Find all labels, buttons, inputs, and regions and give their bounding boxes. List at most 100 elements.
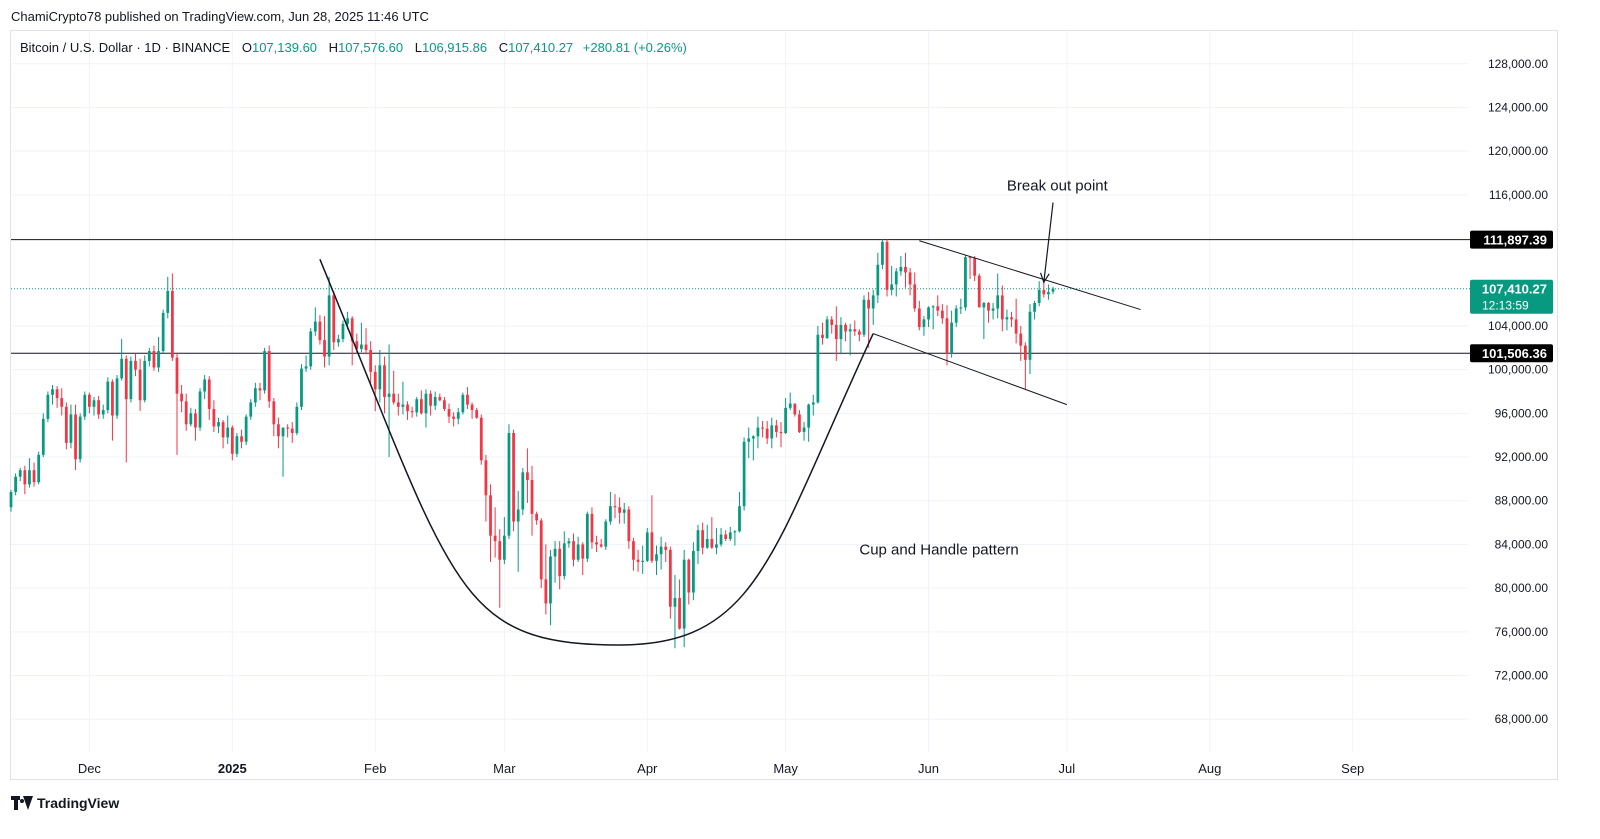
candle-body	[203, 379, 207, 392]
candle-body	[613, 506, 617, 508]
candle-body	[74, 414, 77, 460]
grid-lines	[11, 31, 1468, 752]
time-tick-label: Mar	[493, 761, 516, 776]
candle-body	[830, 319, 834, 325]
candle-body	[839, 324, 843, 340]
time-axis: Dec 2025 Feb Mar Apr May Jun Jul Aug Sep	[78, 761, 1364, 776]
price-level-text: 101,506.36	[1482, 346, 1547, 361]
candle-body	[300, 368, 303, 407]
price-tick-label: 116,000.00	[1489, 188, 1548, 202]
candle-body	[770, 425, 774, 439]
candle-body	[899, 266, 903, 272]
candle-body	[908, 272, 912, 285]
candle-body	[558, 548, 562, 577]
candle-body	[406, 404, 409, 412]
candle-body	[387, 393, 391, 397]
candle-body	[92, 400, 96, 407]
trend-line	[919, 240, 1141, 311]
candle-body	[567, 541, 571, 544]
candle-body	[60, 398, 64, 407]
candle-body	[738, 506, 741, 532]
candle-body	[705, 538, 709, 548]
candle-body	[622, 509, 626, 513]
candle-body	[848, 329, 852, 332]
candle-body	[318, 321, 322, 341]
candle-body	[539, 520, 543, 580]
candle-body	[466, 394, 469, 405]
candle-body	[355, 341, 359, 349]
candle-body	[645, 532, 649, 561]
candle-body	[576, 544, 580, 560]
candle-body	[64, 406, 68, 443]
candle-body	[221, 422, 225, 438]
price-tick-label: 76,000.00	[1495, 625, 1549, 639]
candle-body	[429, 393, 432, 406]
annotations-layer: Break out point Cup and Handle pattern	[859, 177, 1108, 558]
candle-body	[1047, 292, 1050, 295]
candle-body	[788, 403, 792, 408]
tradingview-footer[interactable]: TradingView	[11, 795, 119, 811]
price-level-badge	[1470, 344, 1553, 363]
candle-body	[175, 357, 179, 394]
candle-body	[987, 303, 990, 311]
time-tick-label: Jul	[1059, 761, 1076, 776]
candle-body	[1000, 295, 1004, 320]
cup-handle-annotation: Cup and Handle pattern	[859, 541, 1018, 558]
candle-body	[604, 521, 608, 547]
candle-body	[32, 470, 36, 483]
candle-body	[78, 416, 82, 460]
candle-body	[931, 306, 935, 308]
candle-body	[336, 339, 340, 343]
time-tick-label: Sep	[1341, 761, 1364, 776]
time-tick-label: Aug	[1198, 761, 1221, 776]
candle-body	[226, 427, 230, 438]
time-tick-label: Feb	[364, 761, 386, 776]
candle-body	[876, 264, 880, 296]
candle-body	[821, 334, 824, 338]
candle-body	[447, 408, 451, 417]
candle-body	[290, 428, 294, 434]
candle-body	[184, 401, 188, 425]
candle-body	[253, 388, 257, 403]
candle-body	[1028, 311, 1032, 360]
tradingview-logo-icon	[11, 796, 33, 810]
candle-body	[143, 360, 147, 401]
candle-body	[599, 544, 603, 547]
candle-body	[55, 389, 59, 399]
candle-body	[152, 351, 156, 368]
candle-body	[14, 476, 17, 493]
candle-body	[456, 412, 460, 419]
candle-body	[1033, 303, 1036, 312]
candle-body	[424, 393, 428, 414]
candle-body	[124, 358, 128, 400]
candle-body	[728, 532, 732, 539]
candle-body	[802, 427, 806, 432]
candle-body	[364, 344, 368, 350]
candle-body	[111, 381, 114, 416]
candle-body	[871, 295, 875, 309]
candle-body	[894, 271, 898, 285]
candle-body	[650, 532, 654, 561]
candle-body	[526, 472, 529, 480]
candle-body	[244, 416, 248, 442]
candle-body	[544, 579, 548, 604]
candle-body	[147, 351, 151, 361]
candle-body	[535, 513, 539, 521]
candle-body	[267, 351, 271, 402]
candle-body	[696, 530, 700, 551]
candle-body	[784, 407, 787, 434]
candle-body	[369, 349, 373, 372]
price-tick-label: 124,000.00	[1488, 100, 1548, 114]
candle-body	[595, 542, 598, 545]
candle-body	[964, 257, 967, 308]
symbol-name[interactable]: Bitcoin / U.S. Dollar · 1D · BINANCE	[20, 40, 231, 55]
candle-body	[161, 312, 165, 352]
price-tick-label: 92,000.00	[1495, 450, 1549, 464]
candle-body	[23, 470, 27, 485]
candle-body	[798, 414, 801, 432]
candle-body	[590, 513, 594, 543]
last-price-badge	[1470, 279, 1553, 314]
candle-body	[383, 365, 386, 397]
price-tick-label: 96,000.00	[1495, 406, 1549, 420]
